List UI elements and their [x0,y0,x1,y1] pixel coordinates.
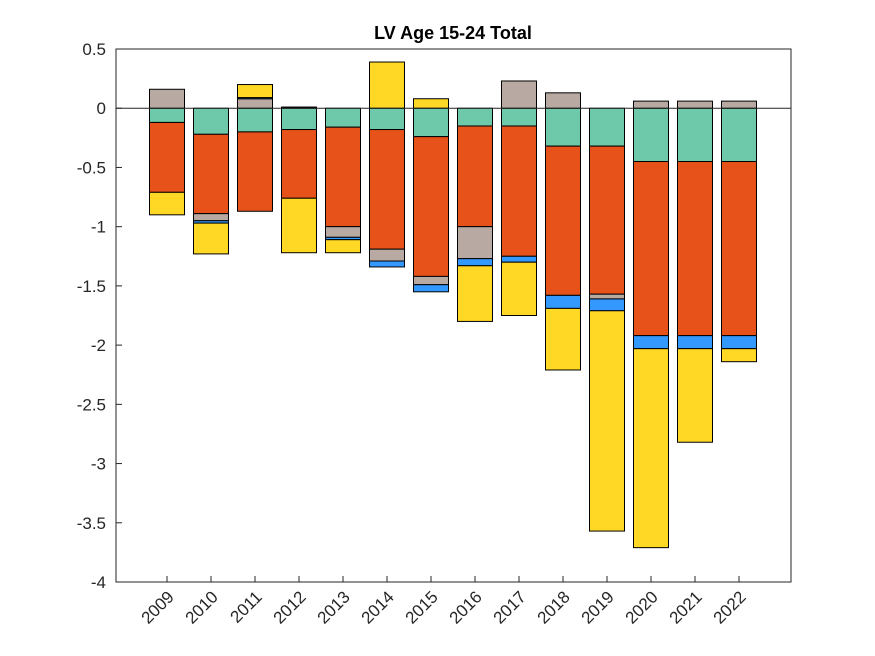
bar-segment-gray-2020 [633,100,669,109]
bar-segment-gray-2014 [369,248,405,262]
x-tick-label: 2011 [227,587,266,626]
bar-segment-orange-2012 [281,129,317,199]
bar-segment-blue-2021 [677,335,713,350]
bar-segment-orange-2010 [193,133,229,215]
bar-segment-yellow-2009 [149,191,185,216]
bar-segment-gray-2009 [149,88,185,109]
y-tick-label: 0.5 [82,40,106,59]
axes-box [115,48,792,583]
bar-segment-teal-2022 [721,107,757,163]
bar-segment-teal-2012 [281,107,317,131]
bar-segment-teal-2015 [413,107,449,138]
bar-segment-orange-2013 [325,126,361,228]
bar-segment-teal-2010 [193,107,229,135]
bar-segment-gray-2010 [193,213,229,222]
y-tick-label: -1.5 [77,277,106,296]
bar-segment-teal-2017 [501,107,537,127]
bar-segment-blue-2020 [633,335,669,350]
bar-segment-orange-2022 [721,161,757,337]
bar-segment-blue-2014 [369,260,405,268]
x-tick-label: 2019 [578,587,618,627]
x-tick-label: 2020 [622,587,662,627]
bar-segment-orange-2011 [237,131,273,212]
x-tick-label: 2014 [358,587,398,627]
bar-segment-orange-2018 [545,145,581,296]
x-tick-label: 2010 [182,587,222,627]
bar-segment-yellow-2020 [633,348,669,549]
y-tick-label: -0.5 [77,158,106,177]
bar-segment-gray-2022 [721,100,757,109]
bar-segment-blue-2017 [501,255,537,263]
x-tick-label: 2016 [446,587,486,627]
bar-segment-teal-2018 [545,107,581,147]
bar-segment-teal-2011 [237,107,273,133]
x-tick-label: 2009 [138,587,178,627]
bar-segment-teal-2016 [457,107,493,127]
bar-segment-teal-2013 [325,107,361,128]
bar-segment-yellow-2019 [589,310,625,532]
bar-segment-yellow-2021 [677,348,713,443]
x-tick-label: 2017 [490,587,530,627]
bar-segment-blue-2012 [281,106,317,109]
y-tick-label: -1 [91,218,106,237]
x-tick-label: 2018 [534,587,574,627]
bar-segment-blue-2022 [721,335,757,350]
bar-segment-teal-2019 [589,107,625,147]
y-tick-label: 0 [97,99,106,118]
bar-segment-orange-2019 [589,145,625,295]
y-tick-label: -3 [91,455,106,474]
bar-segment-teal-2009 [149,107,185,123]
bar-segment-teal-2021 [677,107,713,163]
bar-segment-yellow-2014 [369,61,405,109]
bar-segment-yellow-2010 [193,222,229,255]
chart-title: LV Age 15-24 Total [374,23,532,43]
x-tick-label: 2013 [314,587,354,627]
y-tick-label: -4 [91,573,106,592]
x-tick-label: 2022 [710,587,750,627]
x-tick-label: 2015 [402,587,442,627]
bar-segment-yellow-2011 [237,84,273,99]
bar-segment-orange-2017 [501,125,537,257]
x-tick-label: 2021 [666,587,706,627]
bar-segment-yellow-2022 [721,348,757,363]
bar-segment-gray-2013 [325,226,361,238]
y-axis: 0.5 0 -0.5 -1 -1.5 -2 -2.5 -3 -3.5 -4 [77,40,122,592]
bar-segment-yellow-2016 [457,265,493,322]
bar-segment-orange-2009 [149,121,185,193]
bar-segment-blue-2018 [545,294,581,309]
bar-segment-gray-2017 [501,80,537,109]
bar-segment-gray-2011 [237,98,273,109]
x-tick-label: 2012 [270,587,310,627]
bar-segment-gray-2016 [457,226,493,260]
y-tick-label: -3.5 [77,514,106,533]
bar-segment-orange-2016 [457,125,493,228]
bar-segment-blue-2015 [413,284,449,293]
y-tick-label: -2 [91,336,106,355]
bar-segment-gray-2018 [545,92,581,109]
bar-segment-teal-2020 [633,107,669,163]
bars-group [149,61,757,549]
bar-segment-blue-2019 [589,298,625,312]
bar-segment-orange-2014 [369,129,405,250]
bar-segment-yellow-2018 [545,307,581,371]
x-axis: 2009 2010 2011 2012 2013 2014 2015 2016 2017 2018… [138,576,750,628]
bar-segment-gray-2015 [413,275,449,286]
bar-segment-teal-2014 [369,107,405,131]
bar-segment-orange-2015 [413,136,449,277]
bar-segment-yellow-2013 [325,239,361,254]
bar-segment-yellow-2012 [281,197,317,254]
bar-segment-orange-2021 [677,161,713,337]
bar-segment-gray-2021 [677,100,713,109]
bar-segment-yellow-2017 [501,261,537,317]
bar-segment-gray-2019 [589,293,625,300]
bar-segment-orange-2020 [633,161,669,337]
bar-segment-yellow-2015 [413,98,449,109]
y-tick-label: -2.5 [77,395,106,414]
bar-segment-blue-2016 [457,258,493,267]
